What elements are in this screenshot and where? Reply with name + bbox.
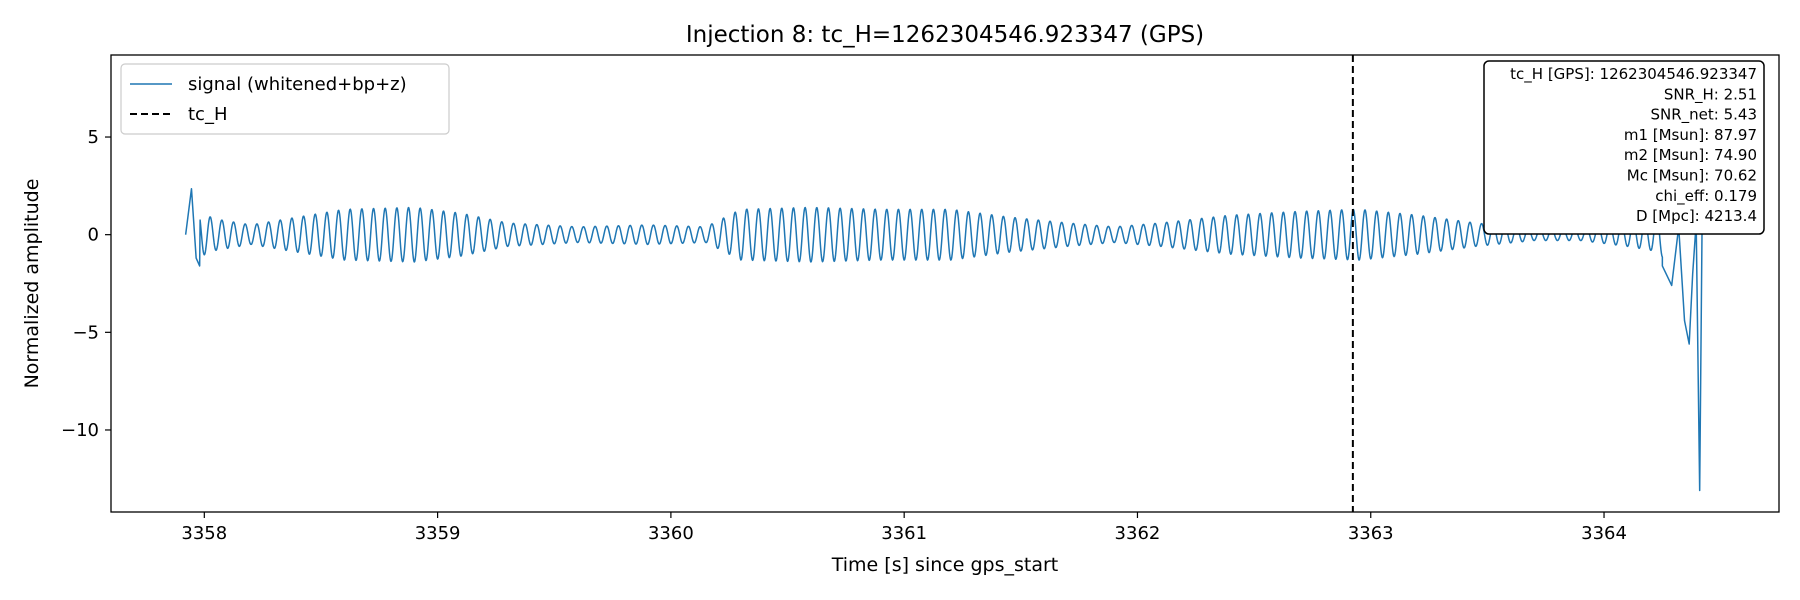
y-tick-label: 5 xyxy=(88,127,99,148)
info-line: tc_H [GPS]: 1262304546.923347 xyxy=(1510,65,1757,84)
y-tick-label: −10 xyxy=(61,420,99,441)
info-line: m2 [Msun]: 74.90 xyxy=(1624,146,1757,164)
info-line: D [Mpc]: 4213.4 xyxy=(1636,207,1757,225)
info-line: SNR_H: 2.51 xyxy=(1664,85,1757,104)
info-line: SNR_net: 5.43 xyxy=(1650,106,1757,125)
info-line: m1 [Msun]: 87.97 xyxy=(1624,126,1757,144)
x-tick-label: 3364 xyxy=(1581,523,1627,544)
legend-signal-label: signal (whitened+bp+z) xyxy=(188,74,407,95)
y-tick-label: 0 xyxy=(88,225,99,246)
info-line: chi_eff: 0.179 xyxy=(1655,187,1757,206)
chart-title: Injection 8: tc_H=1262304546.923347 (GPS… xyxy=(686,22,1204,48)
plot-area xyxy=(184,55,1703,512)
x-tick-label: 3358 xyxy=(181,523,227,544)
x-tick-label: 3363 xyxy=(1348,523,1394,544)
x-axis: 3358 3359 3360 3361 3362 3363 3364 xyxy=(181,512,1627,544)
plot-frame xyxy=(110,54,1780,513)
info-box-frame xyxy=(1483,60,1765,235)
y-tick-label: −5 xyxy=(72,322,99,343)
y-axis: 5 0 −5 −10 xyxy=(61,127,111,441)
x-tick-label: 3362 xyxy=(1115,523,1161,544)
info-line: Mc [Msun]: 70.62 xyxy=(1627,167,1757,185)
legend-box xyxy=(120,63,450,135)
x-tick-label: 3359 xyxy=(415,523,461,544)
legend-tc-label: tc_H xyxy=(188,104,228,125)
x-tick-label: 3360 xyxy=(648,523,694,544)
legend: signal (whitened+bp+z) tc_H xyxy=(120,63,450,135)
x-tick-label: 3361 xyxy=(881,523,927,544)
y-axis-label: Normalized amplitude xyxy=(21,179,43,389)
signal-line xyxy=(184,188,1703,492)
x-axis-label: Time [s] since gps_start xyxy=(831,554,1058,576)
